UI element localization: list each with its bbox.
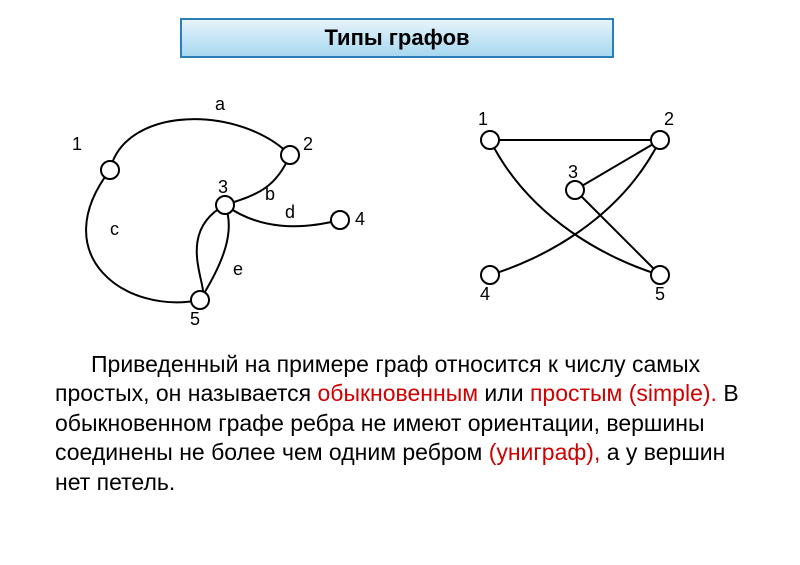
page-title: Типы графов	[180, 18, 614, 58]
text-highlight: простым (simple).	[530, 380, 717, 406]
node-label: 1	[478, 109, 488, 129]
graph-node	[651, 131, 669, 149]
graph-node	[216, 196, 234, 214]
graph-edge	[225, 155, 290, 205]
graph-node	[191, 291, 209, 309]
graph-edge	[86, 170, 225, 302]
node-label: 3	[568, 162, 578, 182]
graph-node	[101, 161, 119, 179]
graph-edge	[490, 140, 660, 275]
node-label: 2	[664, 109, 674, 129]
graph-node	[281, 146, 299, 164]
graph-edge	[110, 119, 290, 170]
edge-label: b	[265, 184, 275, 204]
text-highlight: (униграф),	[489, 439, 601, 465]
graph-edge	[490, 140, 660, 275]
node-label: 4	[480, 284, 490, 304]
node-label: 1	[72, 134, 82, 154]
edge-label: c	[110, 219, 119, 239]
graph-edge	[575, 190, 660, 275]
diagram-right: 1 2 3 4 5	[450, 90, 710, 320]
text-run: или	[478, 380, 530, 406]
node-label: 5	[655, 284, 665, 304]
graph-node	[481, 266, 499, 284]
text-highlight: обыкновенным	[317, 380, 478, 406]
edge-label: a	[215, 94, 226, 114]
graph-node	[566, 181, 584, 199]
node-label: 3	[218, 177, 228, 197]
node-label: 4	[355, 209, 365, 229]
edge-label: e	[233, 259, 243, 279]
body-paragraph: Приведенный на примере граф относится к …	[55, 350, 755, 497]
node-label: 2	[303, 134, 313, 154]
diagram-left: a b c d e 1 2 3 4 5	[60, 90, 400, 330]
diagram-area: a b c d e 1 2 3 4 5 1 2 3 4 5	[60, 90, 740, 330]
edge-label: d	[285, 202, 295, 222]
graph-edge	[575, 140, 660, 190]
graph-node	[651, 266, 669, 284]
graph-edge	[225, 205, 340, 226]
graph-node	[331, 211, 349, 229]
graph-node	[481, 131, 499, 149]
graph-edge	[200, 205, 229, 300]
node-label: 5	[190, 309, 200, 329]
